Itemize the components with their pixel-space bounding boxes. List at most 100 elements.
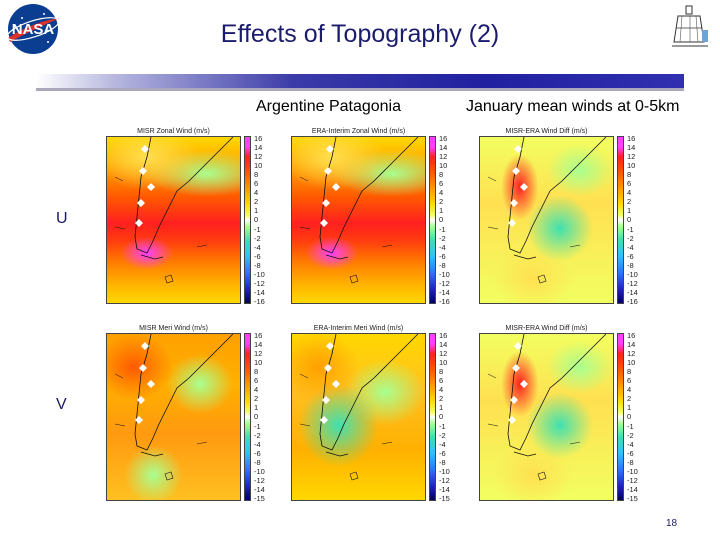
colorbar-tick-label: -1: [439, 224, 446, 234]
colorbar-tick-label: -4: [254, 439, 261, 449]
map-panel-title: MISR-ERA Wind Diff (m/s): [505, 325, 588, 332]
colorbar-tick-label: -8: [627, 457, 634, 467]
colorbar-tick-label: 12: [627, 349, 636, 359]
colorbar-tick-label: -16: [254, 296, 265, 306]
wind-field-map: [479, 333, 614, 501]
colorbar-tick-label: 2: [627, 197, 632, 207]
colorbar-tick-label: 10: [439, 161, 448, 171]
colorbar-tick-label: -15: [439, 493, 450, 503]
colorbar-tick-label: -12: [254, 475, 265, 485]
colorbar-tick-label: 6: [439, 179, 444, 189]
colorbar-tick-label: 4: [439, 188, 444, 198]
colorbar-tick-label: 8: [627, 367, 632, 377]
subtitle-region: Argentine Patagonia: [256, 98, 401, 115]
colorbar-tick-label: -12: [439, 278, 450, 288]
colorbar-tick-label: 14: [439, 143, 448, 153]
colorbar-tick-label: 12: [627, 152, 636, 162]
colorbar-tick-label: -1: [254, 224, 261, 234]
colorbar-tick-label: 4: [627, 188, 632, 198]
coastline-outline: [487, 334, 607, 481]
colorbar-tick-label: 4: [627, 385, 632, 395]
colorbar-tick-label: -4: [254, 242, 261, 252]
colorbar-tick-label: -12: [254, 278, 265, 288]
colorbar-tick-label: 2: [627, 394, 632, 404]
colorbar-tick-label: 0: [439, 215, 444, 225]
colorbar-ticks: 16 14 12 10 8 6 4 2 1 0 -1 -2 -4 -6 -8 -10 -12 -14 -15: [439, 331, 459, 503]
colorbar-tick-label: -6: [254, 448, 261, 458]
colorbar-tick-label: 2: [439, 394, 444, 404]
colorbar-tick-label: -14: [627, 484, 638, 494]
colorbar-tick-label: -14: [439, 484, 450, 494]
colorbar-tick-label: -1: [627, 421, 634, 431]
colorbar-tick-label: -15: [627, 493, 638, 503]
colorbar-tick-label: 8: [439, 170, 444, 180]
colorbar-tick-label: 14: [627, 143, 636, 153]
colorbar-tick-label: -14: [254, 484, 265, 494]
colorbar-tick-label: -8: [439, 457, 446, 467]
colorbar-tick-label: 1: [254, 403, 259, 413]
colorbar-tick-label: 10: [627, 161, 636, 171]
wind-field-map: [106, 136, 241, 304]
colorbar-tick-label: -2: [254, 233, 261, 243]
colorbar-tick-label: -8: [254, 457, 261, 467]
colorbar-ticks: 16 14 12 10 8 6 4 2 1 0 -1 -2 -4 -6 -8 -10 -12 -14 -15: [254, 331, 274, 503]
colorbar-tick-label: -8: [254, 260, 261, 270]
map-panel-title: MISR-ERA Wind Diff (m/s): [505, 128, 588, 135]
slide-title: Effects of Topography (2): [220, 20, 500, 48]
colorbar-tick-label: -1: [627, 224, 634, 234]
map-panel-title: ERA-Interim Zonal Wind (m/s): [311, 128, 406, 135]
colorbar-ticks: 16 14 12 10 8 6 4 2 1 0 -1 -2 -4 -6 -8 -10 -12 -14 -16: [254, 134, 274, 306]
colorbar-tick-label: -8: [439, 260, 446, 270]
colorbar-tick-label: -14: [254, 287, 265, 297]
colorbar-tick-label: -4: [627, 439, 634, 449]
colorbar-tick-label: -16: [627, 296, 638, 306]
colorbar-tick-label: 16: [439, 134, 448, 143]
colorbar-ticks: 16 14 12 10 8 6 4 2 1 0 -1 -2 -4 -6 -8 -10 -12 -14 -16: [627, 134, 647, 306]
colorbar: [429, 333, 436, 501]
colorbar-tick-label: -10: [439, 269, 450, 279]
colorbar-tick-label: 2: [254, 394, 259, 404]
colorbar-tick-label: -10: [254, 269, 265, 279]
colorbar-tick-label: 0: [439, 412, 444, 422]
colorbar-tick-label: -6: [627, 448, 634, 458]
page-number: 18: [666, 518, 678, 529]
colorbar-ticks: 16 14 12 10 8 6 4 2 1 0 -1 -2 -4 -6 -8 -10 -12 -14 -16: [439, 134, 459, 306]
map-panel-title: MISR Meri Wind (m/s): [139, 325, 208, 332]
coastline-outline: [114, 137, 234, 284]
colorbar-tick-label: -1: [439, 421, 446, 431]
colorbar-tick-label: -10: [439, 466, 450, 476]
colorbar-tick-label: -4: [439, 242, 446, 252]
colorbar-tick-label: -4: [439, 439, 446, 449]
colorbar: [429, 136, 436, 304]
coastline-outline: [487, 137, 607, 284]
colorbar-tick-label: -4: [627, 242, 634, 252]
colorbar-tick-label: 14: [439, 340, 448, 350]
colorbar-tick-label: 2: [254, 197, 259, 207]
colorbar-tick-label: 1: [627, 403, 632, 413]
colorbar-tick-label: 16: [254, 331, 263, 340]
colorbar-tick-label: 1: [254, 206, 259, 216]
subtitle-description: January mean winds at 0-5km: [466, 98, 680, 115]
colorbar-tick-label: 0: [254, 215, 259, 225]
colorbar-tick-label: 4: [254, 385, 259, 395]
colorbar-tick-label: 12: [254, 349, 263, 359]
coastline-outline: [299, 137, 419, 284]
colorbar-tick-label: 4: [439, 385, 444, 395]
colorbar-tick-label: -16: [439, 296, 450, 306]
colorbar-tick-label: -10: [627, 466, 638, 476]
colorbar-tick-label: 4: [254, 188, 259, 198]
colorbar-tick-label: 16: [254, 134, 263, 143]
colorbar-tick-label: -2: [439, 430, 446, 440]
colorbar-tick-label: -15: [254, 493, 265, 503]
colorbar-tick-label: 1: [439, 403, 444, 413]
colorbar-tick-label: 10: [254, 161, 263, 171]
colorbar-tick-label: -1: [254, 421, 261, 431]
colorbar-tick-label: 16: [439, 331, 448, 340]
colorbar-tick-label: 6: [439, 376, 444, 386]
svg-text:NASA: NASA: [12, 21, 55, 38]
colorbar-tick-label: 8: [439, 367, 444, 377]
colorbar-tick-label: -6: [627, 251, 634, 261]
colorbar-ticks: 16 14 12 10 8 6 4 2 1 0 -1 -2 -4 -6 -8 -10 -12 -14 -15: [627, 331, 647, 503]
colorbar-tick-label: -14: [627, 287, 638, 297]
title-underline-shadow: [36, 88, 684, 91]
